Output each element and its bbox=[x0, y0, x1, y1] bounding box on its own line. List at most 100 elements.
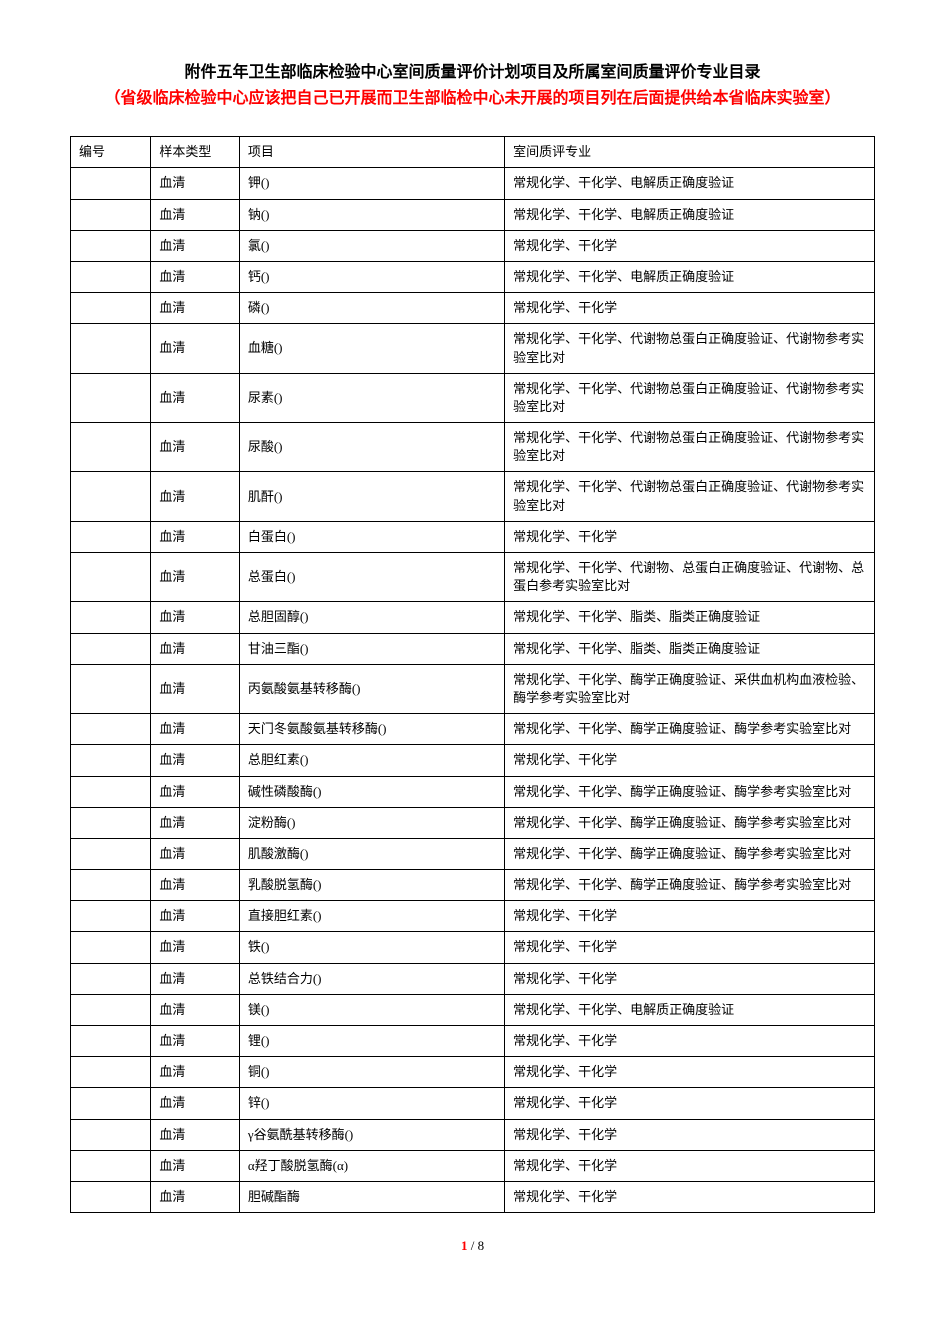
table-cell: 血清 bbox=[151, 168, 239, 199]
table-row: 血清总胆红素()常规化学、干化学 bbox=[71, 745, 875, 776]
table-cell: 血清 bbox=[151, 1181, 239, 1212]
table-cell: 血清 bbox=[151, 1026, 239, 1057]
table-row: 血清胆碱酯酶常规化学、干化学 bbox=[71, 1181, 875, 1212]
table-cell: 尿素() bbox=[239, 373, 504, 422]
table-row: 血清总胆固醇()常规化学、干化学、脂类、脂类正确度验证 bbox=[71, 602, 875, 633]
table-cell bbox=[71, 602, 151, 633]
table-cell: 血清 bbox=[151, 423, 239, 472]
table-cell: 血清 bbox=[151, 553, 239, 602]
table-header-row: 编号 样本类型 项目 室间质评专业 bbox=[71, 137, 875, 168]
page-total: 8 bbox=[478, 1238, 485, 1253]
table-cell bbox=[71, 776, 151, 807]
col-header-type: 样本类型 bbox=[151, 137, 239, 168]
table-cell bbox=[71, 423, 151, 472]
table-row: 血清尿酸()常规化学、干化学、代谢物总蛋白正确度验证、代谢物参考实验室比对 bbox=[71, 423, 875, 472]
table-cell: 钠() bbox=[239, 199, 504, 230]
table-cell: 常规化学、干化学、代谢物总蛋白正确度验证、代谢物参考实验室比对 bbox=[505, 472, 875, 521]
table-cell bbox=[71, 1181, 151, 1212]
table-cell: 常规化学、干化学、酶学正确度验证、酶学参考实验室比对 bbox=[505, 714, 875, 745]
table-row: 血清肌酐()常规化学、干化学、代谢物总蛋白正确度验证、代谢物参考实验室比对 bbox=[71, 472, 875, 521]
table-cell: 尿酸() bbox=[239, 423, 504, 472]
table-cell bbox=[71, 553, 151, 602]
col-header-prof: 室间质评专业 bbox=[505, 137, 875, 168]
table-cell bbox=[71, 324, 151, 373]
table-row: 血清淀粉酶()常规化学、干化学、酶学正确度验证、酶学参考实验室比对 bbox=[71, 807, 875, 838]
table-cell bbox=[71, 1150, 151, 1181]
table-cell: 常规化学、干化学 bbox=[505, 963, 875, 994]
table-row: 血清磷()常规化学、干化学 bbox=[71, 293, 875, 324]
table-cell: 常规化学、干化学、代谢物、总蛋白正确度验证、代谢物、总蛋白参考实验室比对 bbox=[505, 553, 875, 602]
table-cell: 总胆固醇() bbox=[239, 602, 504, 633]
table-cell: 常规化学、干化学 bbox=[505, 1088, 875, 1119]
table-cell bbox=[71, 521, 151, 552]
table-cell bbox=[71, 664, 151, 713]
table-cell: 总铁结合力() bbox=[239, 963, 504, 994]
table-cell bbox=[71, 901, 151, 932]
table-cell: 锂() bbox=[239, 1026, 504, 1057]
table-cell: 血清 bbox=[151, 714, 239, 745]
table-cell: 血清 bbox=[151, 230, 239, 261]
title-line2: （省级临床检验中心应该把自己已开展而卫生部临检中心未开展的项目列在后面提供给本省… bbox=[70, 86, 875, 112]
table-cell bbox=[71, 1119, 151, 1150]
table-cell: 胆碱酯酶 bbox=[239, 1181, 504, 1212]
table-cell: 常规化学、干化学 bbox=[505, 293, 875, 324]
table-row: 血清总铁结合力()常规化学、干化学 bbox=[71, 963, 875, 994]
table-cell: 血清 bbox=[151, 602, 239, 633]
table-cell bbox=[71, 714, 151, 745]
table-cell: 钾() bbox=[239, 168, 504, 199]
table-row: 血清白蛋白()常规化学、干化学 bbox=[71, 521, 875, 552]
table-cell bbox=[71, 230, 151, 261]
table-cell bbox=[71, 168, 151, 199]
table-cell: 血清 bbox=[151, 521, 239, 552]
table-cell: 直接胆红素() bbox=[239, 901, 504, 932]
table-cell: 血清 bbox=[151, 932, 239, 963]
table-cell: 血清 bbox=[151, 664, 239, 713]
table-cell: 常规化学、干化学 bbox=[505, 1181, 875, 1212]
table-cell bbox=[71, 994, 151, 1025]
table-row: 血清碱性磷酸酶()常规化学、干化学、酶学正确度验证、酶学参考实验室比对 bbox=[71, 776, 875, 807]
table-cell: 乳酸脱氢酶() bbox=[239, 870, 504, 901]
table-cell bbox=[71, 199, 151, 230]
table-row: 血清锌()常规化学、干化学 bbox=[71, 1088, 875, 1119]
table-cell: 甘油三酯() bbox=[239, 633, 504, 664]
table-row: 血清铜()常规化学、干化学 bbox=[71, 1057, 875, 1088]
table-cell: 常规化学、干化学、脂类、脂类正确度验证 bbox=[505, 602, 875, 633]
table-cell bbox=[71, 932, 151, 963]
table-cell: 血清 bbox=[151, 994, 239, 1025]
table-cell: α羟丁酸脱氢酶(α) bbox=[239, 1150, 504, 1181]
title-block: 附件五年卫生部临床检验中心室间质量评价计划项目及所属室间质量评价专业目录 （省级… bbox=[70, 60, 875, 111]
table-cell: 血清 bbox=[151, 1088, 239, 1119]
table-row: 血清肌酸激酶()常规化学、干化学、酶学正确度验证、酶学参考实验室比对 bbox=[71, 838, 875, 869]
table-cell: 白蛋白() bbox=[239, 521, 504, 552]
table-cell: 肌酸激酶() bbox=[239, 838, 504, 869]
table-cell bbox=[71, 745, 151, 776]
table-cell bbox=[71, 633, 151, 664]
table-cell: 常规化学、干化学、代谢物总蛋白正确度验证、代谢物参考实验室比对 bbox=[505, 423, 875, 472]
table-cell: 血清 bbox=[151, 199, 239, 230]
title-line1: 附件五年卫生部临床检验中心室间质量评价计划项目及所属室间质量评价专业目录 bbox=[70, 60, 875, 86]
table-cell: 常规化学、干化学、代谢物总蛋白正确度验证、代谢物参考实验室比对 bbox=[505, 324, 875, 373]
table-cell: 常规化学、干化学 bbox=[505, 745, 875, 776]
table-cell bbox=[71, 472, 151, 521]
table-cell: 磷() bbox=[239, 293, 504, 324]
table-row: 血清α羟丁酸脱氢酶(α)常规化学、干化学 bbox=[71, 1150, 875, 1181]
table-cell: 血清 bbox=[151, 373, 239, 422]
table-row: 血清甘油三酯()常规化学、干化学、脂类、脂类正确度验证 bbox=[71, 633, 875, 664]
table-cell: 常规化学、干化学、电解质正确度验证 bbox=[505, 994, 875, 1025]
table-row: 血清总蛋白()常规化学、干化学、代谢物、总蛋白正确度验证、代谢物、总蛋白参考实验… bbox=[71, 553, 875, 602]
table-cell: 总胆红素() bbox=[239, 745, 504, 776]
table-cell: 常规化学、干化学 bbox=[505, 1150, 875, 1181]
table-cell: 常规化学、干化学、电解质正确度验证 bbox=[505, 168, 875, 199]
catalog-table: 编号 样本类型 项目 室间质评专业 血清钾()常规化学、干化学、电解质正确度验证… bbox=[70, 136, 875, 1213]
table-cell: 铁() bbox=[239, 932, 504, 963]
table-cell: 常规化学、干化学 bbox=[505, 901, 875, 932]
table-cell: 常规化学、干化学、电解质正确度验证 bbox=[505, 261, 875, 292]
table-cell: 血清 bbox=[151, 1057, 239, 1088]
table-cell bbox=[71, 293, 151, 324]
table-cell: 常规化学、干化学、酶学正确度验证、酶学参考实验室比对 bbox=[505, 838, 875, 869]
table-cell: 常规化学、干化学、电解质正确度验证 bbox=[505, 199, 875, 230]
table-cell: 常规化学、干化学 bbox=[505, 932, 875, 963]
table-cell: 血清 bbox=[151, 807, 239, 838]
col-header-id: 编号 bbox=[71, 137, 151, 168]
table-cell: 镁() bbox=[239, 994, 504, 1025]
